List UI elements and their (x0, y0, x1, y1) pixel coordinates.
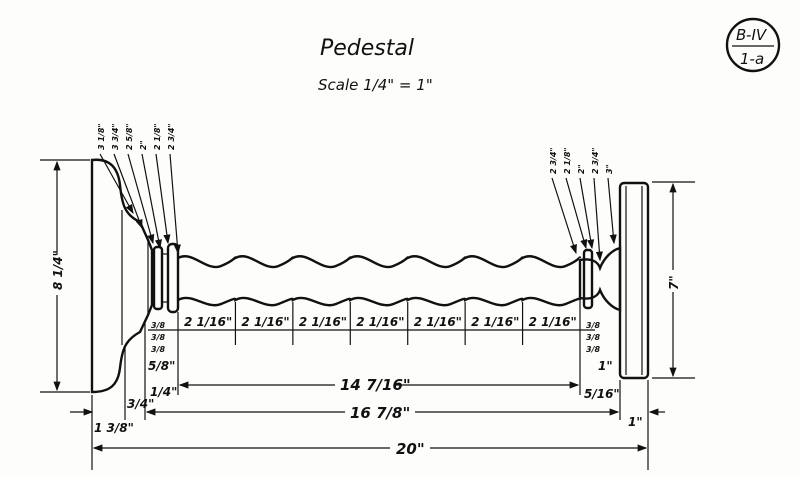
dim-foot-height: 7" (667, 275, 681, 290)
pedestal-base (90, 158, 180, 394)
pedestal-foot (578, 181, 650, 380)
dim-segment: 2 1/16" (529, 315, 577, 329)
dia-leader (607, 177, 617, 245)
dim-segment: 2 1/16" (184, 315, 232, 329)
dim-left-diameter: 2 5/8" (125, 123, 134, 150)
dim-right-diameter: 2 3/4" (591, 147, 600, 174)
drawing-title: Pedestal (320, 36, 414, 61)
dim-right-diameter: 2 3/4" (549, 147, 558, 174)
dia-leader (565, 177, 588, 250)
dia-leader (579, 177, 595, 250)
dim-right-diameter: 2" (577, 164, 586, 174)
dim-base-height: 8 1/4" (51, 250, 65, 290)
dim-segment: 2 1/16" (356, 315, 404, 329)
dim-ring: 3/8 (586, 321, 600, 330)
dim-left-diameter: 2 1/8" (153, 123, 162, 150)
dia-leader (113, 153, 143, 230)
dim-base-step: 3/4" (127, 397, 154, 411)
dim-ring: 3/8 (586, 345, 600, 354)
dim-right-diameter: 3" (605, 164, 614, 174)
dim-ring: 3/8 (586, 333, 600, 342)
sheet-badge: B-IV 1-a (725, 17, 781, 73)
dia-leader (99, 153, 134, 215)
dim-segment: 2 1/16" (299, 315, 347, 329)
dia-leader (155, 153, 171, 245)
dim-ring: 3/8 (151, 345, 165, 354)
dim-right-collar: 5/16" (584, 387, 620, 401)
dim-left-diameter: 3 1/8" (97, 123, 106, 150)
dim-left-diameter: 2" (139, 140, 148, 150)
dim-foot-thickness: 1" (628, 415, 643, 429)
dia-leader (551, 177, 577, 255)
dim-left-diameter: 3 3/4" (111, 123, 120, 150)
dim-left-collar: 1/4" (150, 385, 177, 399)
dim-right-small: 1" (598, 359, 613, 373)
dia-leader (141, 153, 162, 250)
dim-ring: 3/8 (151, 333, 165, 342)
dim-right-diameter: 2 1/8" (563, 147, 572, 174)
dim-segment: 2 1/16" (241, 315, 289, 329)
dim-inner-length: 16 7/8" (350, 404, 410, 422)
dim-spindle-length: 14 7/16" (340, 376, 411, 394)
dim-left-small: 5/8" (148, 359, 175, 373)
dim-ring: 3/8 (151, 321, 165, 330)
dim-left-diameter: 2 3/4" (167, 123, 176, 150)
dim-base-thickness: 1 3/8" (94, 421, 134, 435)
badge-top: B-IV (736, 26, 768, 44)
dia-leader (127, 153, 155, 245)
dia-leader (593, 177, 603, 262)
dim-segment: 2 1/16" (414, 315, 462, 329)
twisted-spindle (177, 255, 582, 307)
badge-bottom: 1-a (740, 50, 764, 68)
dim-segment: 2 1/16" (471, 315, 519, 329)
dia-leader (169, 153, 181, 255)
dim-overall-length: 20" (396, 440, 425, 458)
scale-note: Scale 1/4" = 1" (318, 76, 433, 94)
